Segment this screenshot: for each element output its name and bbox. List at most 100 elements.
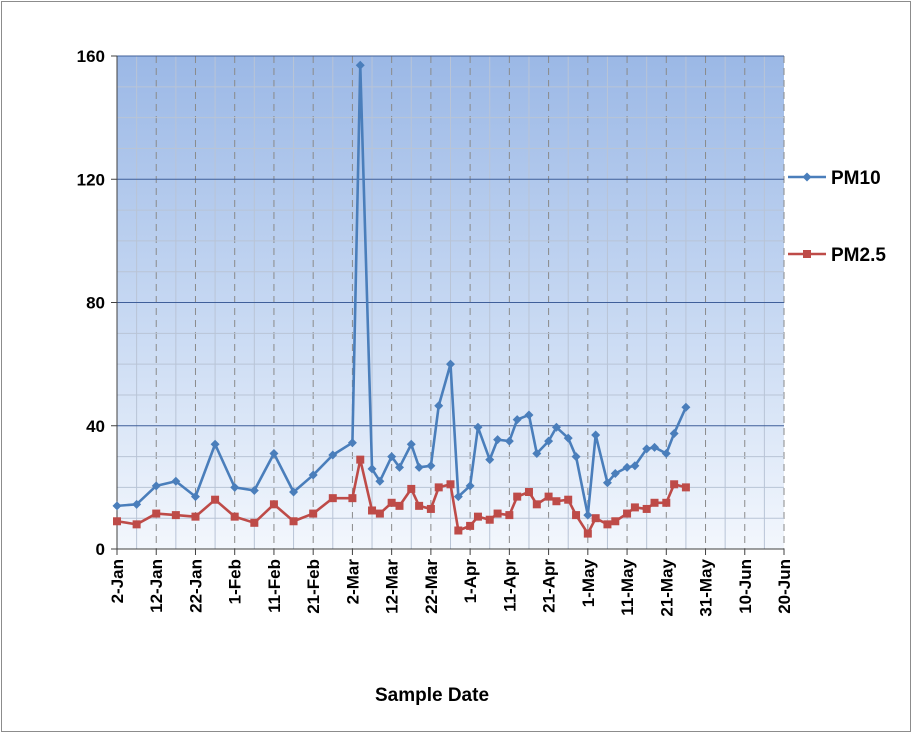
axes bbox=[111, 55, 785, 555]
data-point bbox=[532, 448, 542, 458]
data-point bbox=[387, 498, 396, 507]
data-point bbox=[375, 509, 384, 518]
data-point bbox=[191, 512, 200, 521]
data-point bbox=[210, 439, 220, 449]
data-point bbox=[426, 504, 435, 513]
data-point bbox=[426, 461, 436, 471]
x-tick-label: 22-Mar bbox=[422, 559, 441, 614]
data-point bbox=[610, 469, 620, 479]
data-point bbox=[328, 494, 337, 503]
data-point bbox=[112, 501, 122, 511]
legend-label: PM10 bbox=[831, 168, 881, 189]
data-point bbox=[650, 498, 659, 507]
x-tick-label: 11-Feb bbox=[265, 559, 284, 613]
data-point bbox=[642, 504, 651, 513]
x-tick-label: 21-Feb bbox=[304, 559, 323, 614]
data-point bbox=[603, 520, 612, 529]
y-tick-label: 160 bbox=[77, 47, 105, 66]
data-point bbox=[368, 506, 377, 515]
x-tick-label: 20-Jun bbox=[775, 559, 794, 614]
data-point bbox=[328, 450, 338, 460]
data-point bbox=[454, 526, 463, 535]
data-point bbox=[309, 509, 318, 518]
data-point bbox=[485, 455, 495, 465]
y-tick-label: 0 bbox=[96, 540, 105, 559]
data-point bbox=[446, 359, 455, 369]
x-tick-label: 2-Mar bbox=[343, 559, 362, 605]
data-point bbox=[512, 415, 522, 425]
data-point bbox=[407, 484, 416, 493]
data-point bbox=[670, 480, 679, 489]
series-pm10 bbox=[112, 60, 691, 520]
data-point bbox=[230, 512, 239, 521]
data-point bbox=[630, 503, 639, 512]
data-point bbox=[473, 422, 483, 432]
data-point bbox=[563, 433, 573, 443]
data-point bbox=[356, 455, 365, 464]
x-tick-label: 11-Apr bbox=[500, 559, 519, 612]
x-tick-label: 12-Jan bbox=[147, 559, 166, 613]
x-tick-label: 11-May bbox=[618, 558, 637, 615]
data-point bbox=[493, 509, 502, 518]
x-tick-label: 10-Jun bbox=[736, 559, 755, 614]
data-point bbox=[434, 483, 443, 492]
legend-marker bbox=[802, 172, 812, 182]
data-point bbox=[211, 495, 220, 504]
data-point bbox=[493, 435, 503, 445]
data-point bbox=[504, 436, 514, 446]
y-tick-label: 40 bbox=[86, 417, 105, 436]
data-point bbox=[513, 492, 522, 501]
data-point bbox=[406, 439, 416, 449]
data-point bbox=[681, 402, 691, 412]
x-tick-label: 12-Mar bbox=[383, 559, 402, 614]
data-point bbox=[250, 518, 259, 527]
data-point bbox=[367, 464, 377, 474]
x-tick-label: 2-Jan bbox=[108, 559, 127, 603]
data-point bbox=[485, 515, 494, 524]
data-point bbox=[466, 521, 475, 530]
data-point bbox=[583, 510, 593, 520]
data-point bbox=[630, 461, 640, 471]
x-tick-label: 22-Jan bbox=[186, 559, 205, 613]
data-point bbox=[602, 478, 612, 488]
x-tick-label: 1-May bbox=[579, 558, 598, 607]
data-point bbox=[387, 452, 397, 462]
legend-item: PM10 bbox=[788, 168, 881, 189]
data-point bbox=[355, 60, 365, 70]
data-point bbox=[681, 483, 690, 492]
legend-marker bbox=[803, 250, 811, 258]
series bbox=[112, 60, 691, 538]
data-point bbox=[132, 520, 141, 529]
data-point bbox=[230, 482, 240, 492]
data-point bbox=[524, 410, 534, 420]
data-point bbox=[669, 428, 679, 438]
data-point bbox=[583, 529, 592, 538]
data-point bbox=[446, 480, 455, 489]
data-point bbox=[289, 487, 299, 497]
data-point bbox=[532, 500, 541, 509]
data-point bbox=[395, 501, 404, 510]
data-point bbox=[434, 401, 444, 411]
data-point bbox=[308, 470, 318, 480]
x-tick-label: 31-May bbox=[697, 558, 716, 616]
data-point bbox=[375, 476, 385, 486]
data-point bbox=[347, 438, 357, 448]
y-tick-label: 120 bbox=[77, 170, 105, 189]
data-point bbox=[465, 481, 475, 491]
data-point bbox=[551, 422, 561, 432]
x-axis-title: Sample Date bbox=[375, 685, 489, 706]
data-point bbox=[572, 511, 581, 520]
data-point bbox=[453, 492, 463, 502]
data-point bbox=[289, 517, 298, 526]
data-point bbox=[269, 448, 279, 458]
data-point bbox=[571, 452, 581, 462]
data-point bbox=[662, 498, 671, 507]
data-point bbox=[622, 462, 632, 472]
data-point bbox=[623, 509, 632, 518]
data-point bbox=[505, 511, 514, 520]
data-point bbox=[524, 487, 533, 496]
tick-labels: 0 40 80 120 160 2-Jan 12-Jan 22-Jan 1-Feb 11-Feb 2… bbox=[77, 47, 794, 617]
data-point bbox=[473, 512, 482, 521]
data-point bbox=[414, 462, 424, 472]
